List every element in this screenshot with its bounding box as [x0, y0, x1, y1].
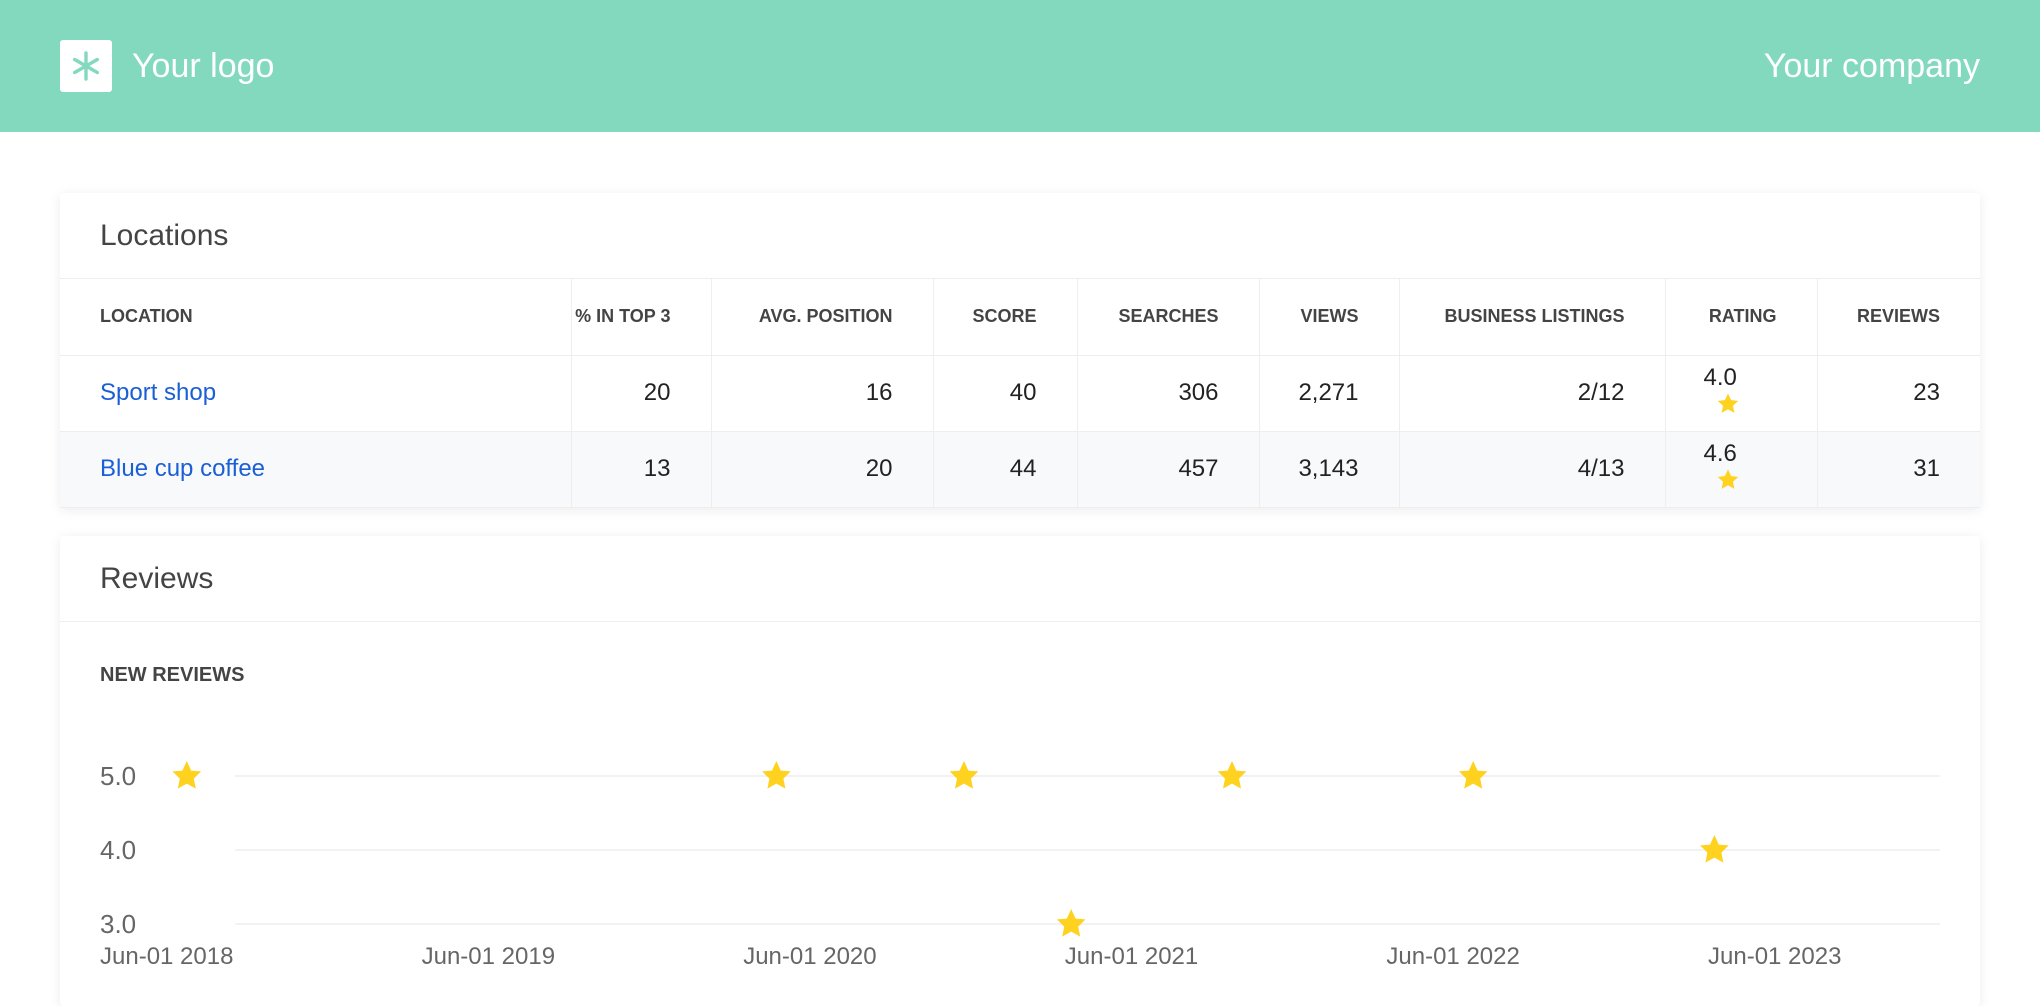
review-star-point[interactable] — [1217, 761, 1247, 789]
business-listings-cell: 4/13 — [1399, 431, 1666, 508]
brand[interactable]: Your logo — [60, 40, 274, 92]
chart-label: NEW REVIEWS — [100, 664, 245, 686]
top3-cell: 20 — [571, 355, 712, 432]
locations-table: LOCATION % IN TOP 3 AVG. POSITION SCORE … — [60, 279, 1980, 508]
y-tick-label: 5.0 — [100, 761, 136, 791]
rating-cell: 4.0 — [1665, 355, 1818, 432]
locations-title: Locations — [60, 193, 1980, 279]
reviews-cell: 31 — [1817, 431, 1980, 508]
star-icon — [1716, 468, 1740, 499]
review-star-point[interactable] — [762, 761, 791, 789]
rating-value: 4.6 — [1703, 439, 1737, 467]
location-link[interactable]: Blue cup coffee — [100, 455, 266, 482]
avg-position-cell: 20 — [711, 431, 934, 508]
top3-cell: 13 — [571, 431, 712, 508]
review-star-point[interactable] — [1056, 909, 1086, 937]
views-cell: 2,271 — [1259, 355, 1400, 432]
review-star-point[interactable] — [1458, 761, 1488, 789]
col-header-rating[interactable]: RATING — [1665, 279, 1818, 356]
reviews-title: Reviews — [60, 536, 1980, 622]
col-header-location[interactable]: LOCATION — [60, 279, 572, 356]
score-cell: 44 — [933, 431, 1078, 508]
col-header-business-listings[interactable]: BUSINESS LISTINGS — [1399, 279, 1666, 356]
table-header-row: LOCATION % IN TOP 3 AVG. POSITION SCORE … — [60, 279, 1980, 356]
y-tick-label: 3.0 — [100, 909, 136, 939]
business-listings-cell: 2/12 — [1399, 355, 1666, 432]
star-icon — [1716, 392, 1740, 423]
reviews-card: Reviews NEW REVIEWS 5.0 4.0 3.0 Jun-01 2018… — [60, 536, 1980, 1006]
location-cell: Sport shop — [60, 355, 572, 432]
x-tick-label: Jun-01 2023 — [1708, 943, 1841, 970]
location-link[interactable]: Sport shop — [100, 379, 217, 406]
company-name: Your company — [1763, 46, 1980, 85]
table-row: Blue cup coffee 13 20 44 457 3,143 4/13 … — [60, 431, 1980, 508]
views-cell: 3,143 — [1259, 431, 1400, 508]
rating-cell: 4.6 — [1665, 431, 1818, 508]
col-header-score[interactable]: SCORE — [933, 279, 1078, 356]
asterisk-logo-icon — [60, 40, 112, 92]
review-star-point[interactable] — [172, 761, 202, 789]
col-header-searches[interactable]: SEARCHES — [1077, 279, 1260, 356]
x-tick-label: Jun-01 2018 — [100, 943, 233, 970]
reviews-chart: 5.0 4.0 3.0 Jun-01 2018 Jun-01 2019 Jun-01 20… — [100, 761, 1940, 970]
table-row: Sport shop 20 16 40 306 2,271 2/12 4.0 2… — [60, 355, 1980, 432]
review-star-point[interactable] — [1700, 835, 1729, 863]
review-star-point[interactable] — [949, 761, 979, 789]
reviews-cell: 23 — [1817, 355, 1980, 432]
col-header-top3[interactable]: % IN TOP 3 — [571, 279, 712, 356]
x-tick-label: Jun-01 2020 — [743, 943, 876, 970]
top-header: Your logo Your company — [0, 0, 2040, 132]
col-header-reviews[interactable]: REVIEWS — [1817, 279, 1980, 356]
location-cell: Blue cup coffee — [60, 431, 572, 508]
locations-card: Locations LOCATION % IN TOP 3 AVG. POSIT… — [60, 193, 1980, 508]
x-tick-label: Jun-01 2019 — [422, 943, 555, 970]
score-cell: 40 — [933, 355, 1078, 432]
x-tick-label: Jun-01 2022 — [1386, 943, 1519, 970]
x-tick-label: Jun-01 2021 — [1065, 943, 1198, 970]
searches-cell: 306 — [1077, 355, 1260, 432]
avg-position-cell: 16 — [711, 355, 934, 432]
logo-text: Your logo — [132, 46, 275, 85]
col-header-views[interactable]: VIEWS — [1259, 279, 1400, 356]
searches-cell: 457 — [1077, 431, 1260, 508]
rating-value: 4.0 — [1703, 363, 1737, 391]
y-tick-label: 4.0 — [100, 835, 136, 865]
col-header-avg-position[interactable]: AVG. POSITION — [711, 279, 934, 356]
